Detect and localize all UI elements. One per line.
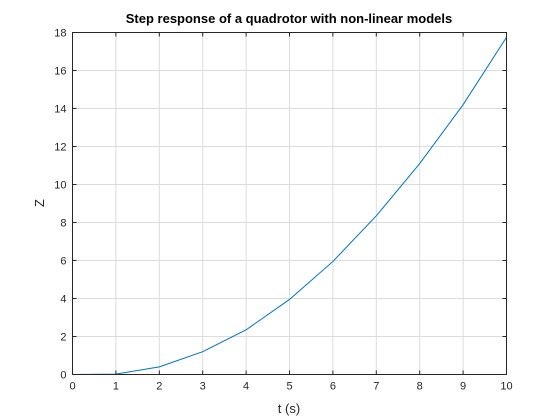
x-tick-label: 4 [243, 381, 249, 393]
y-tick-label: 14 [54, 104, 66, 116]
x-tick-label: 5 [286, 381, 292, 393]
x-axis-label: t (s) [278, 401, 300, 416]
y-tick-label: 0 [60, 370, 66, 382]
y-axis-label: Z [32, 199, 47, 207]
y-tick-label: 10 [54, 180, 66, 192]
x-tick-label: 1 [113, 381, 119, 393]
x-tick-label: 8 [417, 381, 423, 393]
y-tick-label: 8 [60, 218, 66, 230]
x-tick-label: 9 [460, 381, 466, 393]
x-tick-label: 2 [156, 381, 162, 393]
y-tick-label: 2 [60, 332, 66, 344]
ticks [72, 32, 507, 375]
y-tick-label: 12 [54, 142, 66, 154]
y-tick-label: 6 [60, 256, 66, 268]
x-tick-label: 7 [373, 381, 379, 393]
x-tick-label: 6 [330, 381, 336, 393]
x-tick-label: 10 [500, 381, 512, 393]
x-tick-label: 3 [200, 381, 206, 393]
series-line-0 [72, 36, 507, 375]
series-layer [72, 36, 507, 375]
x-tick-label: 0 [69, 381, 75, 393]
chart-title: Step response of a quadrotor with non-li… [126, 11, 452, 26]
y-tick-label: 18 [54, 28, 66, 40]
y-tick-label: 4 [60, 294, 66, 306]
grid [72, 32, 507, 375]
y-tick-label: 16 [54, 66, 66, 78]
